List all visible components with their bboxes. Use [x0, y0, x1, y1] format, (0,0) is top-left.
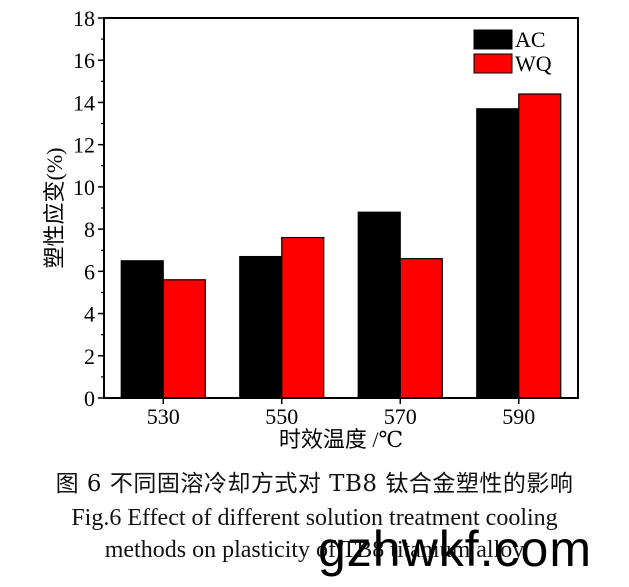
y-tick-label-10: 10: [73, 175, 95, 200]
plot-area: [120, 93, 562, 399]
x-tick-label-570: 570: [384, 404, 417, 429]
axes: 530 550 570 590 0 2 4 6 8 10 12 14 16 18: [73, 6, 535, 429]
figure-caption-english-line2: methods on plasticity of TB8 titanium al…: [104, 537, 525, 563]
legend-label-ac: AC: [515, 27, 546, 52]
y-tick-label-14: 14: [73, 90, 95, 115]
y-axis-label: 塑性应变(%): [42, 148, 67, 269]
bar-ac-550: [239, 255, 283, 399]
legend-swatch-ac: [473, 29, 513, 50]
y-tick-label-2: 2: [84, 344, 95, 369]
bar-ac-570: [357, 211, 401, 399]
y-tick-label-0: 0: [84, 386, 95, 411]
watermark: gzhwkf.com: [318, 521, 592, 577]
bar-wq-590: [518, 93, 562, 399]
legend-swatch-wq: [473, 53, 513, 74]
y-tick-label-6: 6: [84, 259, 95, 284]
y-tick-label-16: 16: [73, 48, 95, 73]
legend-label-wq: WQ: [515, 51, 552, 76]
y-tick-label-8: 8: [84, 217, 95, 242]
y-tick-label-4: 4: [84, 302, 95, 327]
x-tick-label-590: 590: [502, 404, 535, 429]
y-tick-label-18: 18: [73, 6, 95, 31]
bar-ac-590: [476, 108, 520, 399]
x-tick-label-550: 550: [265, 404, 298, 429]
y-tick-label-12: 12: [73, 133, 95, 158]
figure-caption-english-line1: Fig.6 Effect of different solution treat…: [71, 505, 558, 531]
bar-ac-530: [120, 260, 164, 399]
figure-caption-chinese: 图 6 不同固溶冷却方式对 TB8 钛合金塑性的影响: [55, 471, 574, 497]
bar-wq-530: [162, 279, 206, 399]
bar-wq-550: [281, 236, 325, 399]
bar-wq-570: [399, 258, 443, 399]
x-tick-label-530: 530: [147, 404, 180, 429]
x-axis-label: 时效温度 /℃: [279, 427, 403, 452]
